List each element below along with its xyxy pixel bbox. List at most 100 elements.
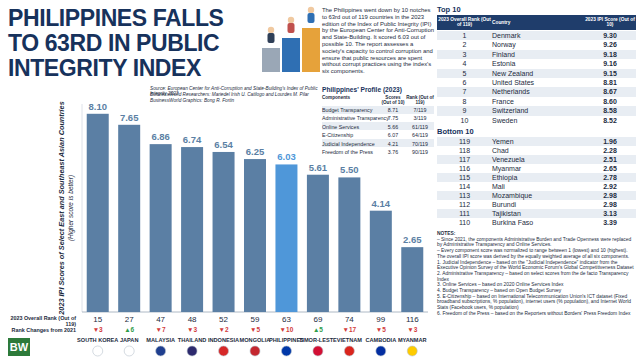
graphics: BusinessWorld Graphics: Bong R. Fortin <box>150 98 318 103</box>
top10-header: 2023 Overall Rank (Out of 119) <box>437 17 492 28</box>
bar <box>307 175 329 312</box>
bar <box>118 125 140 312</box>
value-label: 4.14 <box>372 198 391 209</box>
rank: 15 <box>93 315 102 324</box>
bars <box>87 114 424 312</box>
top10-cell: 8.58 <box>584 107 636 115</box>
profile-cell: Freedom of the Press <box>322 149 380 155</box>
rank-change: ▼10 <box>280 326 294 333</box>
value-label: 5.50 <box>340 164 359 175</box>
rank: 74 <box>345 315 354 324</box>
note-item: 6. Freedom of the Press – based on the R… <box>437 311 636 317</box>
top10-cell: Finland <box>492 51 584 59</box>
rank: 47 <box>156 315 165 324</box>
value-label: 6.86 <box>151 131 170 142</box>
x-tick-label: MONGOLIA <box>240 337 271 343</box>
bar <box>87 114 109 312</box>
rank: 48 <box>188 315 197 324</box>
bottom10-title: Bottom 10 <box>437 127 537 136</box>
bottom10-cell: 115 <box>437 174 492 182</box>
top10-cell: 9.15 <box>584 70 636 78</box>
profile-cell: 90/119 <box>406 149 434 155</box>
y-axis-label: 2023 IPI Scores of Select East and South… <box>57 101 66 315</box>
note-item: 1. Judicial Independence – based on the … <box>437 260 636 271</box>
bottom10-cell: Mozambique <box>492 192 584 200</box>
rank: 27 <box>125 315 134 324</box>
bottom10-cell: 113 <box>437 192 492 200</box>
flag <box>219 346 229 356</box>
bottom10-cell: 2.65 <box>584 165 636 173</box>
notes: NOTES:– Since 2021, the components Admin… <box>437 231 636 317</box>
bottom10-cell: Ethiopia <box>492 174 584 182</box>
researchers: BusinessWorld Researchers: Mariedel Iris… <box>150 92 318 97</box>
value-label: 6.25 <box>246 146 265 157</box>
top10-cell: 9 <box>437 107 492 115</box>
profile-cell: E-Citizenship <box>322 132 380 138</box>
flag <box>187 346 197 356</box>
rank: 116 <box>406 315 419 324</box>
top10-cell: United States <box>492 79 584 87</box>
profile-header: Components <box>322 95 380 100</box>
value-label: 8.10 <box>88 101 107 112</box>
x-tick-label: MYANMAR <box>398 337 427 343</box>
rank: 99 <box>376 315 385 324</box>
illustration-body <box>288 23 295 33</box>
top10-cell: Norway <box>492 41 584 49</box>
note-item: – Since 2021, the components Administrat… <box>437 237 636 248</box>
x-tick-label: MALAYSIA <box>146 337 175 343</box>
rank: 52 <box>219 315 228 324</box>
rank-change: ▼2 <box>219 326 229 333</box>
rank-change: ▲6 <box>124 326 134 333</box>
bottom10-cell: 110 <box>437 219 492 227</box>
bar <box>150 144 172 312</box>
bottom10-cell: Venezuela <box>492 156 584 164</box>
bottom10-cell: Myanmar <box>492 165 584 173</box>
rank-change: ▼7 <box>156 326 166 333</box>
bottom10-cell: Mali <box>492 183 584 191</box>
rank-change: ▲5 <box>313 326 323 333</box>
illustration-body <box>268 33 275 43</box>
bar <box>401 247 423 312</box>
bottom10-cell: 116 <box>437 165 492 173</box>
top10-cell: 6 <box>437 79 492 87</box>
profile-cell: 3.76 <box>380 149 406 155</box>
rank: 59 <box>251 315 260 324</box>
bottom10-cell: 3.13 <box>584 210 636 218</box>
bottom10-cell: 119 <box>437 138 492 146</box>
profile-header: Rank (Out of 119) <box>406 95 434 105</box>
top10-cell: 3 <box>437 51 492 59</box>
rank-change: ▼17 <box>343 326 357 333</box>
illustration-block <box>262 48 280 72</box>
flag <box>93 346 103 356</box>
bar <box>181 147 203 312</box>
value-label: 6.54 <box>214 139 233 150</box>
top10-header: 2023 IPI Score (Out of 10) <box>584 17 636 28</box>
profile-cell: 64/119 <box>406 132 434 138</box>
bottom10-cell: 3.39 <box>584 219 636 227</box>
profile-title: Philippines' Profile (2023) <box>322 86 434 93</box>
profile-cell: Budget Transparency <box>322 107 380 113</box>
illustration-head <box>268 27 274 33</box>
rank: 69 <box>313 315 322 324</box>
bottom10-cell: 2.51 <box>584 156 636 164</box>
profile-cell: Judicial Independence <box>322 141 380 147</box>
bottom10-cell: 114 <box>437 183 492 191</box>
note-item: – Every component score was normalized t… <box>437 248 636 259</box>
value-label: 5.61 <box>309 162 328 173</box>
top10-cell: 8.67 <box>584 88 636 96</box>
top10-cell: Sweden <box>492 117 584 125</box>
flag <box>344 346 354 356</box>
top10-cell: 10 <box>437 117 492 125</box>
top10-cell: 9.18 <box>584 51 636 59</box>
top10-cell: 2 <box>437 41 492 49</box>
value-label: 2.65 <box>403 234 422 245</box>
bottom10-cell: 118 <box>437 147 492 155</box>
rank-change-title: Rank Changes from 2021 <box>6 328 76 334</box>
profile-cell: 4.21 <box>380 141 406 147</box>
rank: 63 <box>282 315 291 324</box>
bottom10-cell: 2.92 <box>584 183 636 191</box>
profile-cell: 3/119 <box>406 115 434 121</box>
bar <box>338 177 360 312</box>
note-item: 3. Online Services – based on 2020 Onlin… <box>437 282 636 288</box>
top10-cell: 5 <box>437 70 492 78</box>
